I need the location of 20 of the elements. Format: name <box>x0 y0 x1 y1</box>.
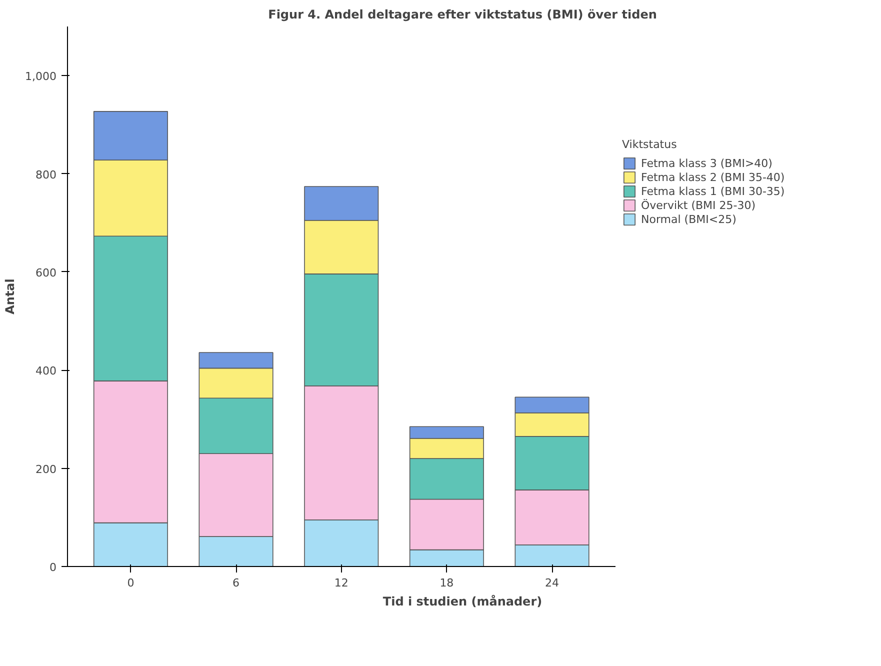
y-tick-label: 800 <box>36 168 57 182</box>
legend-label: Normal (BMI<25) <box>641 212 736 226</box>
legend-label: Fetma klass 3 (BMI>40) <box>641 156 772 170</box>
chart-title: Figur 4. Andel deltagare efter viktstatus (BMI) över tiden <box>268 8 657 22</box>
x-tick-label: 0 <box>127 576 134 590</box>
y-tick-label: 200 <box>36 462 57 476</box>
legend-label: Fetma klass 1 (BMI 30-35) <box>641 184 785 198</box>
x-tick-label: 18 <box>440 576 454 590</box>
y-tick-label: 0 <box>50 561 56 574</box>
y-tick-label: 1,000 <box>25 70 57 84</box>
legend-label: Övervikt (BMI 25-30) <box>641 198 756 212</box>
y-tick-label: 600 <box>36 266 57 280</box>
x-axis-title: Tid i studien (månader) <box>382 594 542 608</box>
x-tick-label: 24 <box>545 576 560 590</box>
y-tick-label: 400 <box>36 364 57 378</box>
y-axis-title: Antal <box>3 278 18 314</box>
legend-label: Fetma klass 2 (BMI 35-40) <box>641 170 785 184</box>
x-tick-label: 6 <box>232 576 240 590</box>
legend-title: Viktstatus <box>622 138 678 151</box>
x-tick-label: 12 <box>334 576 348 590</box>
